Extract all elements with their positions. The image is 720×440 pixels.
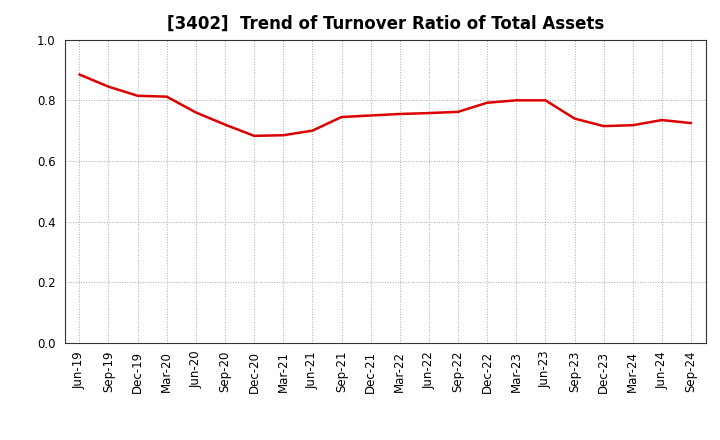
Title: [3402]  Trend of Turnover Ratio of Total Assets: [3402] Trend of Turnover Ratio of Total … xyxy=(166,15,604,33)
